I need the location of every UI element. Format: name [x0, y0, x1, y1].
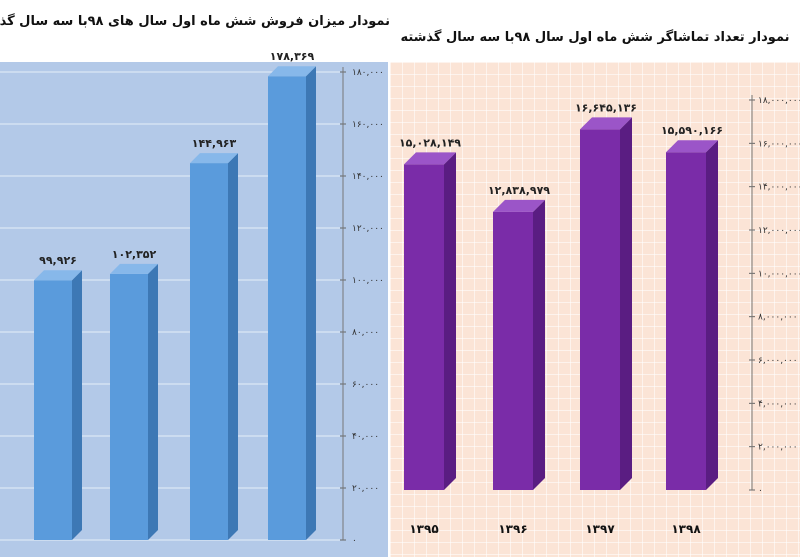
sales-bar-side [306, 66, 316, 540]
sales-y-tick-label: ۲۰,۰۰۰ [352, 484, 379, 494]
viewers-bar-top [580, 117, 632, 130]
sales-y-tick-label: ۸۰,۰۰۰ [352, 328, 379, 338]
viewers-y-tick-label: ۱۴,۰۰۰,۰۰۰ [758, 183, 800, 193]
sales-y-tick-label: ۱۰۰,۰۰۰ [352, 276, 384, 286]
viewers-y-tick-label: ۱۸,۰۰۰,۰۰۰ [758, 96, 800, 106]
viewers-value-label: ۱۵,۵۹۰,۱۶۶ [661, 124, 723, 137]
sales-bar-top [110, 263, 158, 274]
sales-bar [190, 163, 228, 541]
sales-value-label: ۱۰۲,۳۵۲ [112, 248, 157, 261]
sales-chart-panel: نمودار میزان فروش شش ماه اول سال های ۹۸ب… [0, 0, 390, 557]
viewers-chart-svg: ۰ ۲,۰۰۰,۰۰۰ ۴,۰۰۰,۰۰۰ ۶,۰۰۰,۰۰۰ ۸,۰۰۰,۰۰۰ ۱۰,… [399, 95, 800, 536]
viewers-bar-top [493, 199, 545, 212]
viewers-bar-side [620, 117, 632, 491]
viewers-bar [493, 211, 533, 490]
viewers-chart-panel: نمودار تعداد تماشاگر شش ماه اول سال ۹۸با… [390, 0, 800, 557]
sales-value-label: ۱۴۴,۹۶۳ [192, 137, 237, 150]
viewers-bar-side [706, 140, 718, 490]
sales-chart-title: نمودار میزان فروش شش ماه اول سال های ۹۸ب… [0, 14, 390, 29]
sales-bar-side [72, 270, 82, 540]
viewers-bar-top [404, 152, 456, 165]
viewers-y-tick-label: ۱۰,۰۰۰,۰۰۰ [758, 269, 800, 279]
viewers-y-tick-label: ۱۶,۰۰۰,۰۰۰ [758, 139, 800, 149]
sales-y-tick-label: ۶۰,۰۰۰ [352, 380, 379, 390]
viewers-value-label: ۱۵,۰۲۸,۱۴۹ [399, 136, 461, 149]
viewers-y-tick-label: ۶,۰۰۰,۰۰۰ [758, 356, 798, 366]
viewers-chart-title: نمودار تعداد تماشاگر شش ماه اول سال ۹۸با… [400, 30, 790, 45]
viewers-value-label: ۱۲,۸۳۸,۹۷۹ [488, 184, 550, 197]
sales-value-label: ۹۹,۹۲۶ [39, 254, 77, 267]
sales-y-tick-label: ۱۸۰,۰۰۰ [352, 68, 384, 78]
sales-bar [110, 273, 148, 540]
sales-y-tick-label: ۰ [352, 536, 357, 546]
viewers-category-label: ۱۳۹۵ [409, 522, 438, 536]
viewers-value-label: ۱۶,۶۴۵,۱۳۶ [575, 101, 637, 114]
viewers-bar-side [444, 152, 456, 490]
sales-bar-top [190, 153, 238, 164]
viewers-y-tick-label: ۱۲,۰۰۰,۰۰۰ [758, 226, 800, 236]
viewers-y-tick-label: ۴,۰۰۰,۰۰۰ [758, 399, 798, 409]
sales-y-tick-label: ۱۴۰,۰۰۰ [352, 172, 384, 182]
sales-y-tick-label: ۱۶۰,۰۰۰ [352, 120, 384, 130]
viewers-category-label: ۱۳۹۶ [498, 522, 527, 536]
viewers-category-label: ۱۳۹۸ [671, 522, 701, 536]
viewers-y-tick-label: ۲,۰۰۰,۰۰۰ [758, 443, 798, 453]
sales-chart-svg: ۰ ۲۰,۰۰۰ ۴۰,۰۰۰ ۶۰,۰۰۰ ۸۰,۰۰۰ ۱۰۰,۰۰۰ ۱۲۰,۰۰۰ ۱… [0, 50, 384, 546]
sales-bar-side [148, 263, 158, 540]
viewers-y-tick-label: ۸,۰۰۰,۰۰۰ [758, 313, 798, 323]
sales-bar-side [228, 153, 238, 541]
viewers-category-label: ۱۳۹۷ [585, 522, 615, 536]
sales-bar-top [34, 270, 82, 281]
sales-y-tick-label: ۴۰,۰۰۰ [352, 432, 379, 442]
viewers-bar [580, 129, 620, 490]
sales-value-label: ۱۷۸,۳۶۹ [270, 50, 315, 63]
viewers-y-tick-label: ۰ [758, 486, 763, 496]
sales-bar [34, 280, 72, 540]
viewers-bar [666, 152, 706, 490]
viewers-bar-top [666, 140, 718, 153]
sales-y-tick-label: ۱۲۰,۰۰۰ [352, 224, 384, 234]
sales-bar-top [268, 66, 316, 77]
sales-bar [268, 76, 306, 540]
viewers-bar [404, 164, 444, 490]
viewers-bar-side [533, 199, 545, 490]
